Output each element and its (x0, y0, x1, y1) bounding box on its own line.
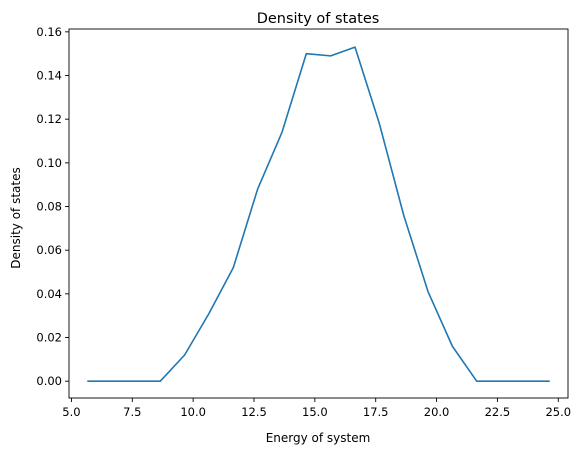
series-layer (87, 46, 550, 382)
x-tick-label: 5.0 (62, 405, 80, 419)
y-tick-label: 0.00 (36, 374, 62, 388)
x-axis-ticks: 5.0 7.5 10.0 12.5 15.0 17.5 20.0 22.5 25.0 (62, 398, 571, 419)
density-series-line (87, 46, 550, 382)
x-tick-label: 7.5 (123, 405, 141, 419)
y-tick-label: 0.08 (36, 200, 62, 214)
y-tick-label: 0.02 (36, 331, 62, 345)
chart-title: Density of states (257, 11, 380, 27)
x-tick-label: 25.0 (545, 405, 571, 419)
y-tick-label: 0.06 (36, 243, 62, 257)
x-tick-label: 17.5 (363, 405, 389, 419)
plot-frame (68, 28, 569, 399)
x-tick-label: 10.0 (180, 405, 206, 419)
x-tick-label: 22.5 (485, 405, 511, 419)
y-tick-label: 0.14 (36, 69, 62, 83)
y-axis-ticks: 0.00 0.02 0.04 0.06 0.08 0.10 0.12 0.14 0.16 (36, 25, 69, 388)
x-tick-label: 12.5 (241, 405, 267, 419)
x-tick-label: 15.0 (302, 405, 328, 419)
y-tick-label: 0.04 (36, 287, 62, 301)
x-tick-label: 20.0 (424, 405, 450, 419)
y-tick-label: 0.10 (36, 156, 62, 170)
x-axis-label: Energy of system (266, 431, 371, 445)
y-tick-label: 0.16 (36, 25, 62, 39)
y-axis-label: Density of states (9, 167, 23, 268)
y-tick-label: 0.12 (36, 112, 62, 126)
